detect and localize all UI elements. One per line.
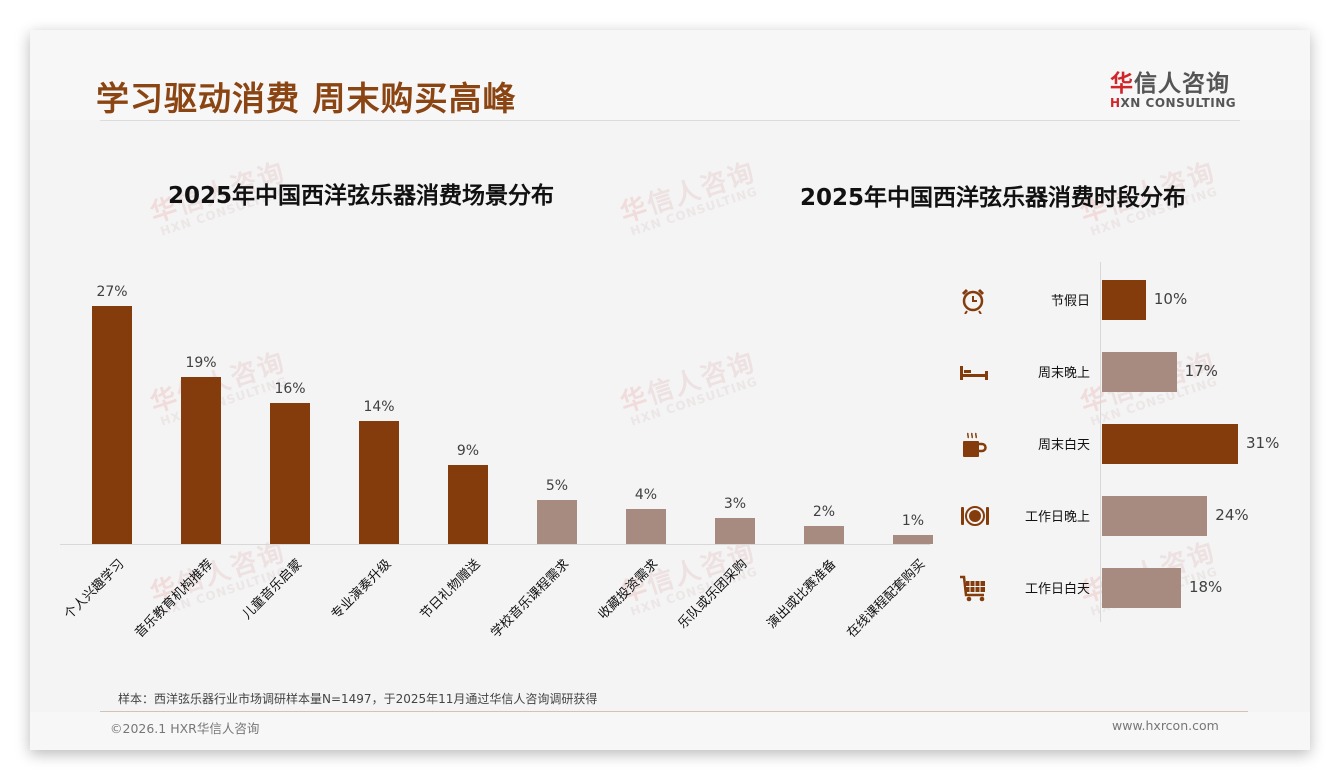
category-label: 节日礼物赠送 <box>417 556 484 623</box>
bar <box>359 420 399 544</box>
category-label: 工作日晚上 <box>1024 510 1090 525</box>
copyright: ©2026.1 HXR华信人咨询 <box>110 721 260 736</box>
bar-value-label: 9% <box>456 442 480 459</box>
category-label: 乐队或乐团采购 <box>675 556 751 632</box>
time-row: 周末晚上 17% <box>930 350 1310 394</box>
bar-value-label: 2% <box>812 504 836 521</box>
bar-value-label: 1% <box>901 513 925 530</box>
bar <box>804 526 844 544</box>
y-axis-line <box>1100 262 1101 622</box>
header-band <box>30 30 1310 120</box>
scene-chart-title: 2025年中国西洋弦乐器消费场景分布 <box>168 183 555 209</box>
bar <box>92 306 132 544</box>
bar <box>1102 280 1146 320</box>
category-label: 演出或比赛准备 <box>764 556 840 632</box>
logo-cn-rest: 信人咨询 <box>1134 71 1230 97</box>
bar <box>270 402 310 544</box>
category-label: 工作日白天 <box>1024 582 1090 597</box>
time-row: 周末白天 31% <box>930 422 1310 466</box>
bar-value-label: 18% <box>1188 578 1223 596</box>
time-row: 工作日白天 18% <box>930 566 1310 610</box>
logo-cn-prefix: 华 <box>1110 71 1134 97</box>
bar-value-label: 3% <box>723 495 747 512</box>
logo-cn: 华信人咨询 <box>1110 64 1250 98</box>
category-label: 节假日 <box>1050 294 1090 309</box>
bar <box>893 535 933 544</box>
time-chart-title: 2025年中国西洋弦乐器消费时段分布 <box>800 185 1187 211</box>
bar-value-label: 10% <box>1153 290 1188 308</box>
bar-value-label: 14% <box>363 398 395 415</box>
time-row: 工作日晚上 24% <box>930 494 1310 538</box>
coffee-cup-icon <box>958 430 988 458</box>
category-label: 在线课程配套购买 <box>844 556 929 641</box>
bar-value-label: 19% <box>185 354 217 371</box>
bar-value-label: 5% <box>545 477 569 494</box>
logo-en-prefix: H <box>1110 96 1121 110</box>
bar-value-label: 4% <box>634 486 658 503</box>
logo-en: HXN CONSULTING <box>1110 96 1250 110</box>
sample-note: 样本：西洋弦乐器行业市场调研样本量N=1497，于2025年11月通过华信人咨询… <box>118 692 598 706</box>
bed-icon <box>958 358 988 386</box>
bar-value-label: 27% <box>96 284 128 300</box>
company-logo: 华信人咨询 HXN CONSULTING <box>1110 64 1250 110</box>
slide: 华信人咨询 HXN CONSULTING 华信人咨询 HXN CONSULTING 华信… <box>30 30 1310 750</box>
category-label: 儿童音乐启蒙 <box>239 556 306 623</box>
bar <box>1102 352 1177 392</box>
bar <box>537 499 577 544</box>
category-label: 周末晚上 <box>1037 366 1090 381</box>
x-axis-line <box>60 544 930 545</box>
title-divider <box>100 120 1240 121</box>
scene-bar-chart: 27% 个人兴趣学习 19% 音乐教育机构推荐 16% 儿童音乐启蒙 14% 专业演奏升级 9%… <box>60 270 933 641</box>
bar <box>448 464 488 544</box>
category-label: 音乐教育机构推荐 <box>132 556 217 641</box>
website-link[interactable]: www.hxrcon.com <box>1112 718 1219 733</box>
bar <box>1102 424 1238 464</box>
category-label: 专业演奏升级 <box>328 556 395 623</box>
time-bar-chart: 节假日 10% 周末晚上 17% 周末白天 31% 工作日晚上 24% 工作日白天 18% <box>930 262 1310 622</box>
logo-en-rest: XN CONSULTING <box>1120 96 1237 110</box>
bar <box>1102 568 1181 608</box>
category-label: 个人兴趣学习 <box>61 556 128 623</box>
page-title: 学习驱动消费 周末购买高峰 <box>96 79 517 118</box>
bar-value-label: 24% <box>1215 506 1249 524</box>
category-label: 周末白天 <box>1037 438 1090 453</box>
shopping-cart-icon <box>958 574 988 602</box>
plate-cutlery-icon <box>958 502 989 530</box>
footer-divider <box>100 711 1248 712</box>
alarm-clock-icon <box>958 286 988 315</box>
bar <box>181 376 221 544</box>
time-row: 节假日 10% <box>930 278 1310 322</box>
category-label: 收藏投资需求 <box>595 556 662 623</box>
bar <box>626 508 666 544</box>
bar-value-label: 17% <box>1184 362 1218 380</box>
bar <box>1102 496 1208 536</box>
bar <box>715 517 755 544</box>
bar-value-label: 31% <box>1246 434 1280 452</box>
category-label: 学校音乐课程需求 <box>488 556 573 641</box>
bar-value-label: 16% <box>274 380 306 397</box>
footer-band <box>30 712 1310 750</box>
